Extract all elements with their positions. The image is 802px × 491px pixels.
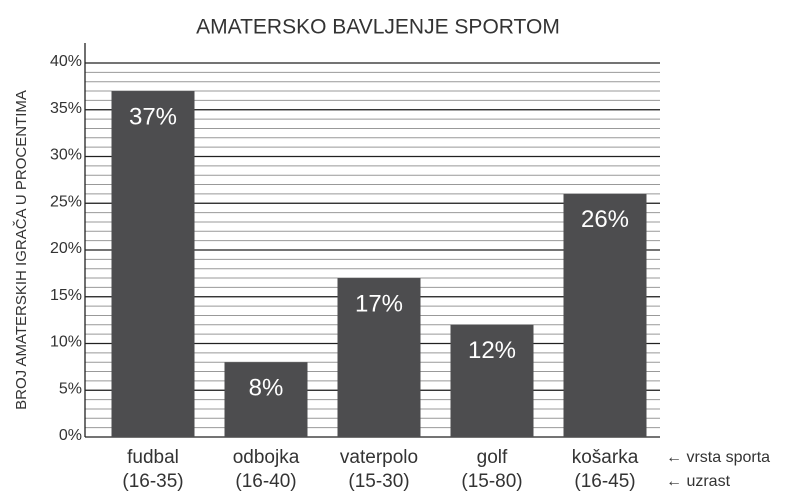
x-tick-label: košarka: [572, 447, 639, 468]
y-tick-label: 30%: [50, 147, 82, 164]
value-label: 37%: [129, 103, 177, 130]
x-tick-sublabel: (15-30): [348, 471, 409, 491]
annotation: ← uzrast: [666, 473, 731, 490]
y-tick-label: 20%: [50, 240, 82, 257]
y-axis-label: BROJ AMATERSKIH IGRAČA U PROCENTIMA: [13, 90, 30, 410]
x-tick-sublabel: (16-40): [235, 471, 296, 491]
y-tick-label: 15%: [50, 287, 82, 304]
x-tick-label: golf: [477, 447, 508, 468]
value-label: 17%: [355, 290, 403, 317]
y-tick-label: 40%: [50, 53, 82, 70]
chart-title: AMATERSKO BAVLJENJE SPORTOM: [196, 16, 560, 39]
bar: [563, 193, 647, 437]
y-tick-label: 5%: [59, 380, 82, 397]
x-tick-sublabel: (15-80): [461, 471, 522, 491]
x-tick-label: odbojka: [233, 447, 300, 468]
annotation: ← vrsta sporta: [666, 449, 770, 466]
bar: [450, 324, 534, 437]
x-tick-sublabel: (16-45): [574, 471, 635, 491]
x-tick-label: vaterpolo: [340, 447, 418, 468]
y-tick-label: 10%: [50, 334, 82, 351]
y-tick-label: 35%: [50, 100, 82, 117]
y-tick-label: 25%: [50, 193, 82, 210]
y-tick-label: 0%: [59, 427, 82, 444]
x-tick-label: fudbal: [127, 447, 179, 468]
value-label: 26%: [581, 206, 629, 233]
value-label: 12%: [468, 337, 516, 364]
bar: [224, 362, 308, 437]
value-label: 8%: [249, 375, 284, 402]
bar: [337, 278, 421, 437]
bar: [111, 91, 195, 438]
x-tick-sublabel: (16-35): [122, 471, 183, 491]
